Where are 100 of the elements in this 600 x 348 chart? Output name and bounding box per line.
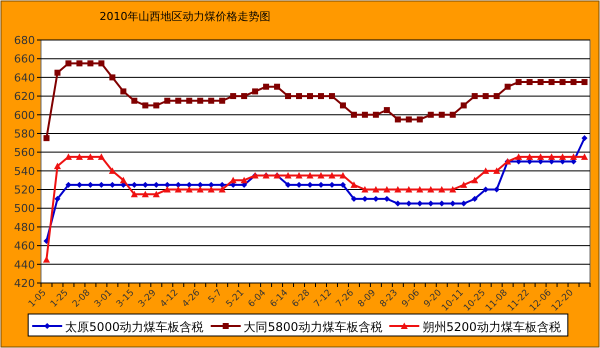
point — [372, 186, 380, 193]
y-tick-label: 520 — [14, 184, 35, 197]
y-tick-label: 680 — [14, 34, 35, 47]
point — [526, 79, 533, 86]
point — [416, 186, 424, 193]
y-tick-label: 640 — [14, 71, 35, 84]
point — [504, 84, 511, 90]
point — [570, 153, 578, 160]
point — [537, 153, 544, 160]
point — [472, 93, 478, 100]
point — [164, 186, 171, 193]
legend-label: 太原5000动力煤车板含税 — [65, 320, 204, 334]
point — [350, 181, 358, 188]
point — [164, 98, 170, 104]
point — [394, 116, 401, 122]
point — [493, 167, 500, 174]
point — [361, 186, 368, 193]
point — [142, 102, 148, 108]
point — [548, 153, 556, 160]
point — [274, 84, 280, 90]
point — [516, 79, 522, 86]
point — [76, 153, 83, 160]
point — [582, 135, 588, 142]
point — [65, 182, 72, 188]
point — [372, 112, 379, 118]
y-tick-label: 620 — [14, 90, 35, 104]
y-tick-label: 500 — [14, 202, 35, 216]
point — [494, 93, 500, 100]
point — [196, 186, 204, 193]
point — [350, 112, 357, 118]
point — [65, 60, 72, 66]
y-tick-label: 560 — [14, 146, 35, 160]
point — [460, 102, 467, 108]
y-tick-label: 460 — [14, 240, 35, 253]
point — [208, 186, 215, 193]
point — [109, 74, 116, 80]
point — [120, 88, 126, 94]
point — [383, 186, 390, 193]
point — [174, 186, 182, 193]
point — [570, 79, 577, 86]
point — [394, 186, 402, 193]
point — [153, 102, 160, 108]
chart-title: 2010年山西地区动力煤价格走势图 — [100, 10, 270, 23]
point — [252, 88, 258, 94]
point — [428, 112, 434, 118]
point — [219, 98, 226, 104]
point — [54, 162, 61, 170]
point — [230, 93, 236, 100]
point — [416, 116, 423, 122]
y-tick-label: 420 — [14, 277, 35, 290]
point — [142, 190, 149, 198]
point — [427, 186, 434, 193]
point — [175, 98, 182, 104]
point — [339, 172, 346, 179]
point — [581, 153, 588, 160]
point — [296, 93, 302, 100]
y-tick-label: 600 — [14, 108, 35, 122]
point — [76, 60, 82, 66]
point — [152, 190, 160, 198]
point — [240, 176, 248, 184]
point — [471, 176, 478, 184]
y-tick-label: 660 — [14, 52, 35, 66]
point — [186, 186, 193, 193]
point — [362, 112, 368, 118]
point — [438, 186, 446, 193]
point — [42, 256, 50, 263]
point — [317, 172, 324, 179]
point — [54, 70, 60, 76]
point — [328, 172, 336, 179]
point — [296, 172, 303, 179]
point — [405, 186, 412, 193]
point — [560, 79, 566, 86]
point — [559, 153, 566, 160]
point — [384, 107, 390, 114]
point — [328, 93, 335, 100]
point — [186, 98, 192, 104]
point — [120, 176, 127, 184]
point — [318, 93, 324, 100]
point — [406, 116, 412, 122]
point — [472, 196, 478, 202]
point — [241, 93, 248, 100]
legend-label: 大同5800动力煤车板含税 — [244, 320, 382, 334]
point — [482, 167, 490, 174]
point — [218, 186, 226, 193]
point — [208, 98, 214, 104]
point — [515, 153, 522, 160]
point — [526, 153, 534, 160]
point — [460, 181, 468, 188]
point — [98, 60, 104, 66]
point — [538, 79, 544, 86]
legend-label: 朔州5200动力煤车板含税 — [422, 320, 561, 334]
point — [285, 93, 292, 100]
point — [450, 112, 456, 118]
point — [284, 172, 292, 179]
point — [449, 186, 456, 193]
point — [98, 153, 105, 160]
y-tick-label: 440 — [14, 258, 35, 272]
point — [131, 98, 138, 104]
y-tick-label: 580 — [14, 127, 35, 140]
point — [340, 102, 346, 108]
